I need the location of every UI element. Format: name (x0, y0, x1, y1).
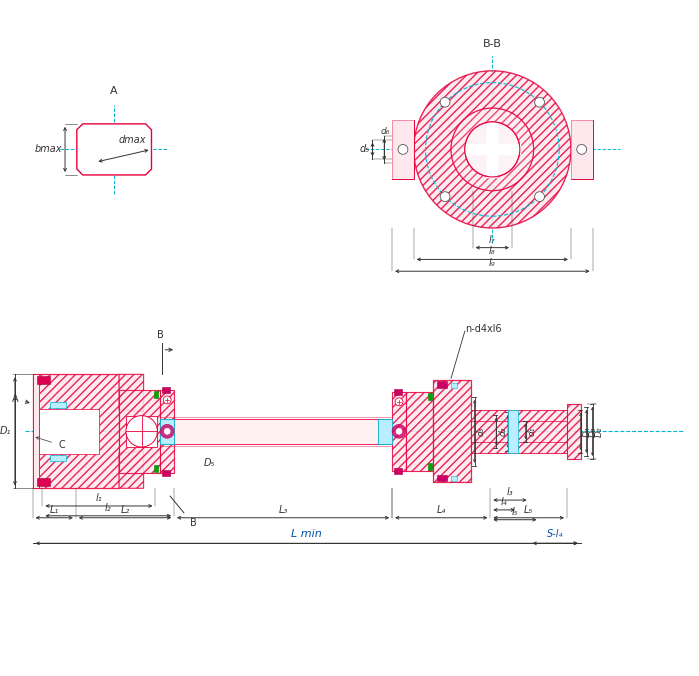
Text: d₃: d₃ (477, 427, 486, 436)
Text: L₅: L₅ (524, 505, 533, 515)
Text: l₈: l₈ (489, 247, 496, 256)
Bar (428, 393, 433, 400)
Polygon shape (119, 375, 143, 412)
Text: B: B (190, 518, 197, 528)
Bar (508, 410, 518, 453)
Text: n-d4xl6: n-d4xl6 (465, 324, 501, 334)
Circle shape (396, 429, 402, 434)
Bar (394, 468, 402, 474)
Bar (571, 120, 593, 179)
Circle shape (160, 425, 174, 438)
Bar (33, 375, 38, 488)
Circle shape (451, 108, 533, 191)
Text: l₂: l₂ (105, 503, 112, 513)
Text: L₁: L₁ (50, 505, 59, 515)
Bar (392, 392, 406, 470)
Circle shape (440, 97, 450, 107)
Text: l₇: l₇ (489, 235, 496, 245)
Bar (487, 122, 497, 177)
Text: L min: L min (291, 529, 322, 539)
Bar (33, 409, 99, 454)
Bar (392, 120, 414, 179)
Bar (438, 475, 447, 481)
Bar (378, 418, 392, 444)
Bar (36, 377, 50, 384)
Circle shape (577, 145, 586, 154)
Circle shape (451, 108, 533, 191)
Bar (126, 416, 157, 447)
Bar (567, 404, 581, 459)
Bar (438, 381, 447, 388)
Circle shape (440, 192, 450, 201)
Bar (392, 120, 414, 179)
Text: d₅: d₅ (359, 145, 370, 154)
Bar (433, 380, 470, 483)
Circle shape (535, 192, 545, 201)
Bar (33, 375, 119, 488)
Text: l₅: l₅ (512, 507, 518, 516)
Circle shape (398, 145, 408, 154)
Bar (571, 120, 593, 179)
Text: C: C (59, 440, 66, 450)
Bar (50, 455, 66, 461)
Bar (50, 402, 66, 408)
Bar (428, 463, 433, 470)
Text: bmax: bmax (34, 145, 62, 154)
Circle shape (126, 416, 157, 447)
Text: L₃: L₃ (278, 505, 288, 515)
Text: d₆: d₆ (380, 126, 390, 136)
Text: L₂: L₂ (120, 505, 129, 515)
Bar (162, 387, 170, 393)
Text: S-l₄: S-l₄ (547, 529, 563, 539)
Polygon shape (119, 451, 143, 488)
Bar (154, 391, 159, 398)
Circle shape (414, 71, 571, 228)
Text: D₁: D₁ (0, 427, 11, 436)
Text: D₅: D₅ (203, 458, 215, 468)
Bar (451, 383, 457, 388)
Text: l₉: l₉ (489, 258, 496, 268)
Bar (451, 477, 457, 481)
Bar (154, 464, 159, 472)
Text: l₄: l₄ (500, 497, 507, 507)
Text: D₄: D₄ (583, 426, 591, 437)
Bar (160, 418, 174, 444)
Bar (394, 389, 402, 395)
Text: d₂: d₂ (498, 427, 507, 436)
Text: l₃: l₃ (507, 487, 513, 497)
Polygon shape (77, 124, 152, 175)
Text: d₁: d₁ (528, 427, 537, 436)
Circle shape (465, 122, 520, 177)
Circle shape (164, 396, 171, 404)
Circle shape (395, 398, 403, 406)
Bar (406, 392, 433, 470)
Bar (160, 390, 174, 473)
Bar (174, 418, 378, 444)
Circle shape (392, 425, 406, 438)
Text: B-B: B-B (483, 39, 502, 49)
Text: B: B (157, 330, 164, 340)
Circle shape (465, 122, 520, 177)
Text: A: A (110, 87, 118, 97)
Bar (162, 470, 170, 475)
Circle shape (164, 429, 170, 434)
Text: mxz: mxz (510, 422, 519, 441)
Text: dmax: dmax (118, 135, 145, 145)
Text: A: A (13, 394, 19, 404)
Circle shape (535, 97, 545, 107)
Bar (119, 390, 160, 473)
Text: D₂: D₂ (594, 426, 603, 437)
Bar (465, 145, 520, 154)
Bar (36, 479, 50, 486)
Text: l₁: l₁ (96, 493, 102, 503)
Bar (470, 410, 567, 453)
Text: D₃: D₃ (589, 426, 598, 437)
Text: L₄: L₄ (437, 505, 446, 515)
